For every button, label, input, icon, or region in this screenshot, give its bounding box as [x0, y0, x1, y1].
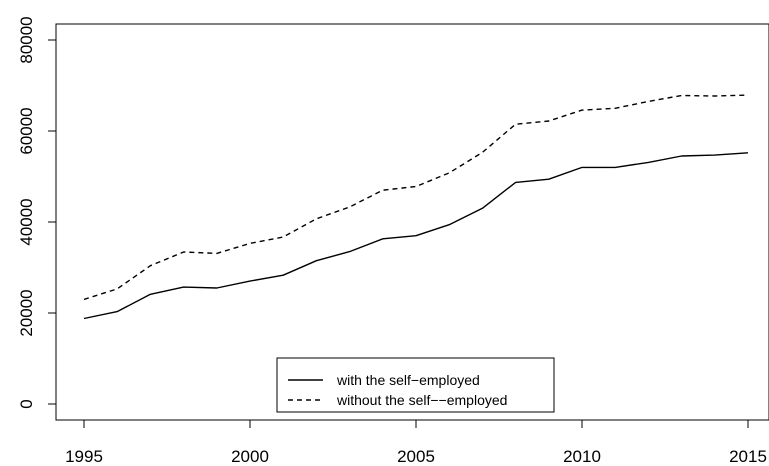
series-line-0 [83, 152, 749, 320]
legend: with the self−employed without the self−… [276, 357, 555, 413]
legend-box [276, 357, 555, 413]
x-tick-label-2000: 2000 [231, 447, 269, 466]
y-tick-label-60000: 60000 [17, 107, 36, 154]
y-tick-label-40000: 40000 [17, 198, 36, 245]
series-layer [83, 94, 749, 320]
y-tick-label-20000: 20000 [17, 289, 36, 336]
legend-label-with-self-employed: with the self−employed [336, 372, 480, 388]
x-tick-label-2015: 2015 [729, 447, 767, 466]
y-axis: 0 20000 40000 60000 80000 [17, 16, 56, 409]
y-tick-label-80000: 80000 [17, 16, 36, 63]
x-tick-label-2010: 2010 [563, 447, 601, 466]
x-tick-label-2005: 2005 [397, 447, 435, 466]
legend-label-without-self-employed: without the self−−employed [336, 392, 507, 408]
x-tick-label-1995: 1995 [65, 447, 103, 466]
y-tick-label-0: 0 [17, 399, 36, 408]
x-axis: 1995 2000 2005 2010 2015 [65, 420, 767, 466]
series-line-1 [83, 94, 749, 301]
